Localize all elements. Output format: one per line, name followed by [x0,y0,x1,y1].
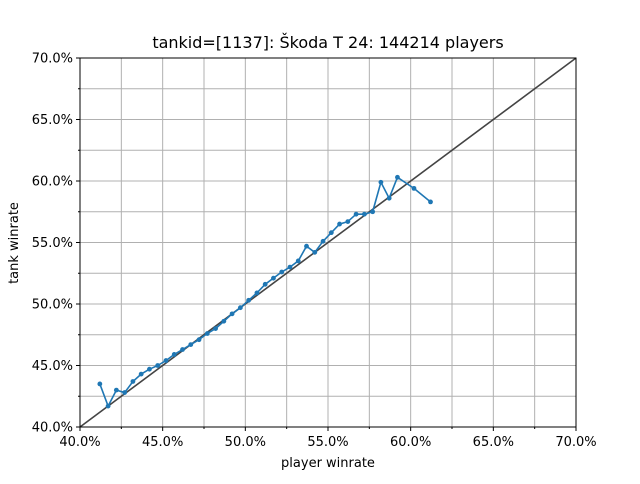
data-point [304,243,309,249]
y-tick-label: 70.0% [32,52,73,67]
data-point [395,174,400,180]
data-point [370,209,376,215]
y-axis-label: tank winrate [7,202,22,284]
y-tick-label: 55.0% [32,236,73,251]
y-tick-label: 50.0% [32,298,73,313]
data-point [188,342,194,347]
data-point [262,281,268,287]
y-tick-label: 45.0% [32,359,73,374]
reference-diagonal-line [79,57,577,428]
data-point [213,326,218,331]
data-point [155,363,161,368]
data-point [122,390,128,395]
data-point [353,211,359,217]
data-point [229,311,235,317]
x-axis-label: player winrate [281,456,375,471]
data-point [320,238,326,244]
x-tick-label: 45.0% [142,435,183,450]
x-tick-label: 40.0% [59,435,100,450]
chart-title: tankid=[1137]: Škoda T 24: 144214 player… [152,33,503,52]
data-point [254,290,260,296]
data-point [328,230,334,236]
y-tick-label: 40.0% [32,421,73,436]
data-point [105,403,111,409]
x-tick-label: 50.0% [225,435,266,450]
x-tick-label: 65.0% [473,435,514,450]
data-point [337,221,342,227]
data-point [428,199,433,205]
data-point [345,219,351,224]
data-point [171,352,177,357]
data-point [113,387,119,393]
x-tick-label: 60.0% [390,435,431,450]
data-point [97,381,103,387]
x-tick-label: 55.0% [307,435,348,450]
data-point [279,269,285,275]
data-point [204,331,210,336]
data-point [237,305,243,311]
reference-line-group [79,57,577,428]
data-point [295,258,301,264]
data-point [312,249,318,255]
data-point [287,264,293,270]
data-point [138,371,144,377]
y-tick-label: 65.0% [32,113,73,128]
data-point [411,185,417,191]
data-point [271,275,276,281]
x-tick-label: 70.0% [555,435,596,450]
data-point [361,211,367,217]
data-point [246,297,252,303]
data-point [130,379,136,384]
y-tick-label: 60.0% [32,175,73,190]
series-group [97,174,433,409]
data-point [221,318,227,324]
data-point [378,179,384,185]
data-point [196,337,202,343]
data-point [163,358,169,363]
data-point [180,347,185,352]
axes: 40.0% 45.0% 50.0% 55.0% 60.0% 65.0% 70.0% 40.0%… [32,52,597,451]
plot-frame [79,57,577,428]
data-point [147,366,152,372]
data-point [386,195,392,201]
